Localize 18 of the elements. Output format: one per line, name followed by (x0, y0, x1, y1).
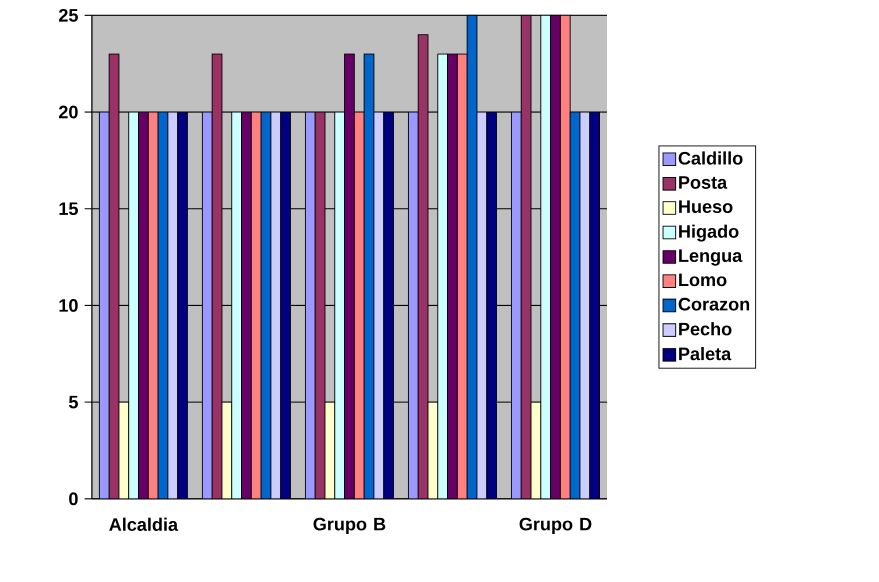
legend-label: Caldillo (678, 151, 743, 165)
y-tick-label: 25 (58, 8, 78, 22)
legend-label: Corazon (678, 298, 750, 311)
legend-label: Pecho (679, 322, 732, 336)
legend-label: Higado (679, 224, 738, 242)
y-tick-label: 10 (59, 299, 78, 312)
y-tick-label: 20 (58, 106, 78, 118)
y-tick-label: 0 (69, 492, 78, 506)
legend-label: Paleta (679, 347, 732, 360)
y-tick-label: 5 (68, 396, 78, 408)
legend-label: Lomo (679, 274, 726, 286)
legend-label: Posta (679, 176, 728, 189)
y-tick-label: 15 (59, 202, 78, 216)
legend-label: Hueso (679, 200, 732, 214)
x-tick-label: Grupo D (520, 518, 592, 534)
legend-label: Lengua (679, 249, 742, 266)
x-tick-label: Grupo B (314, 518, 386, 534)
x-tick-label: Alcaldia (109, 518, 178, 531)
